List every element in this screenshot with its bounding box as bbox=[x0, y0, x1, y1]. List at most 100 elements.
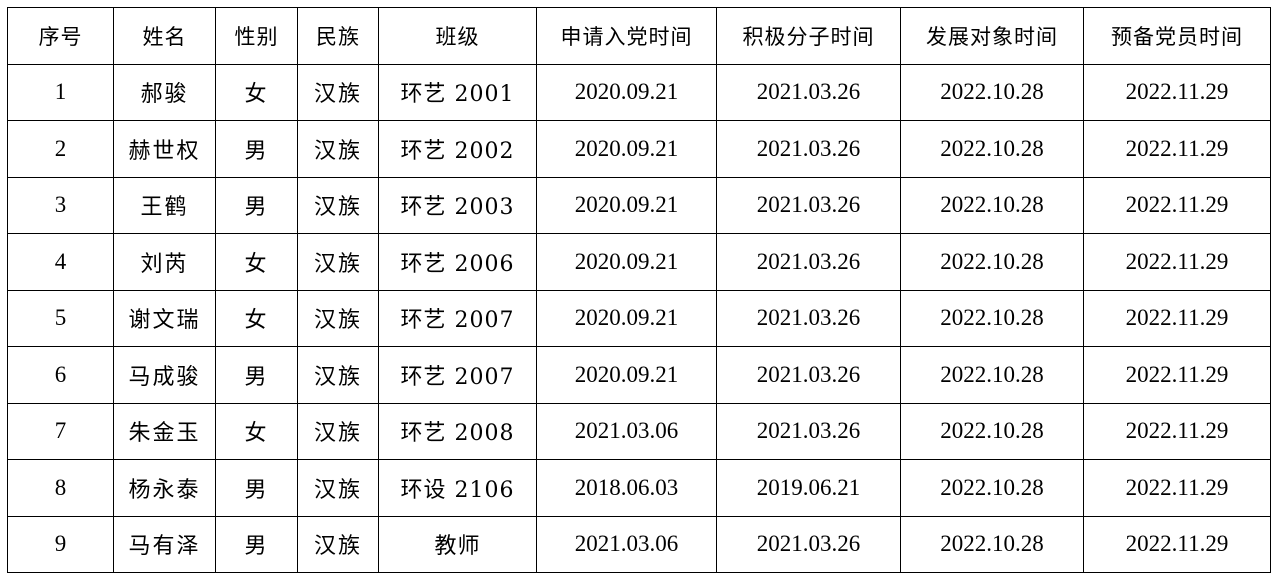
cell-name: 刘芮 bbox=[113, 233, 216, 291]
column-header-seq: 序号 bbox=[7, 7, 114, 65]
cell-ethnic: 汉族 bbox=[297, 515, 379, 573]
column-header-apply-date: 申请入党时间 bbox=[536, 7, 717, 65]
cell-activist-date: 2021.03.26 bbox=[716, 233, 901, 291]
cell-class: 环艺 2008 bbox=[378, 402, 537, 460]
cell-name: 马有泽 bbox=[113, 515, 216, 573]
table-body: 1 郝骏 女 汉族 环艺 2001 2020.09.21 2021.03.26 … bbox=[7, 63, 1271, 573]
cell-class: 教师 bbox=[378, 515, 537, 573]
cell-probationary-date: 2022.11.29 bbox=[1083, 289, 1271, 347]
table-row: 4 刘芮 女 汉族 环艺 2006 2020.09.21 2021.03.26 … bbox=[7, 233, 1271, 291]
cell-name: 杨永泰 bbox=[113, 459, 216, 517]
cell-probationary-date: 2022.11.29 bbox=[1083, 459, 1271, 517]
cell-apply-date: 2018.06.03 bbox=[536, 459, 717, 517]
cell-name: 郝骏 bbox=[113, 63, 216, 121]
cell-apply-date: 2021.03.06 bbox=[536, 402, 717, 460]
table-row: 9 马有泽 男 汉族 教师 2021.03.06 2021.03.26 2022… bbox=[7, 515, 1271, 573]
table-header-row: 序号 姓名 性别 民族 班级 申请入党时间 积极分子时间 发展对象时间 预备党员… bbox=[7, 7, 1271, 65]
cell-activist-date: 2021.03.26 bbox=[716, 402, 901, 460]
column-header-activist-date: 积极分子时间 bbox=[716, 7, 901, 65]
cell-ethnic: 汉族 bbox=[297, 459, 379, 517]
cell-ethnic: 汉族 bbox=[297, 176, 379, 234]
cell-activist-date: 2021.03.26 bbox=[716, 176, 901, 234]
cell-gender: 男 bbox=[215, 515, 298, 573]
table-row: 8 杨永泰 男 汉族 环设 2106 2018.06.03 2019.06.21… bbox=[7, 459, 1271, 517]
cell-class: 环艺 2002 bbox=[378, 120, 537, 178]
table-row: 2 赫世权 男 汉族 环艺 2002 2020.09.21 2021.03.26… bbox=[7, 120, 1271, 178]
cell-activist-date: 2019.06.21 bbox=[716, 459, 901, 517]
table-row: 1 郝骏 女 汉族 环艺 2001 2020.09.21 2021.03.26 … bbox=[7, 63, 1271, 121]
cell-gender: 女 bbox=[215, 289, 298, 347]
column-header-ethnic: 民族 bbox=[297, 7, 379, 65]
cell-development-date: 2022.10.28 bbox=[900, 515, 1084, 573]
cell-ethnic: 汉族 bbox=[297, 289, 379, 347]
cell-class: 环设 2106 bbox=[378, 459, 537, 517]
cell-apply-date: 2020.09.21 bbox=[536, 176, 717, 234]
cell-development-date: 2022.10.28 bbox=[900, 120, 1084, 178]
cell-activist-date: 2021.03.26 bbox=[716, 289, 901, 347]
cell-probationary-date: 2022.11.29 bbox=[1083, 120, 1271, 178]
cell-gender: 女 bbox=[215, 63, 298, 121]
cell-activist-date: 2021.03.26 bbox=[716, 63, 901, 121]
cell-seq: 6 bbox=[7, 346, 114, 404]
column-header-class: 班级 bbox=[378, 7, 537, 65]
column-header-probationary-date: 预备党员时间 bbox=[1083, 7, 1271, 65]
table-row: 6 马成骏 男 汉族 环艺 2007 2020.09.21 2021.03.26… bbox=[7, 346, 1271, 404]
cell-seq: 1 bbox=[7, 63, 114, 121]
column-header-name: 姓名 bbox=[113, 7, 216, 65]
cell-gender: 男 bbox=[215, 120, 298, 178]
cell-ethnic: 汉族 bbox=[297, 63, 379, 121]
cell-probationary-date: 2022.11.29 bbox=[1083, 402, 1271, 460]
cell-development-date: 2022.10.28 bbox=[900, 176, 1084, 234]
cell-apply-date: 2020.09.21 bbox=[536, 63, 717, 121]
cell-development-date: 2022.10.28 bbox=[900, 63, 1084, 121]
cell-activist-date: 2021.03.26 bbox=[716, 120, 901, 178]
cell-apply-date: 2020.09.21 bbox=[536, 346, 717, 404]
column-header-gender: 性别 bbox=[215, 7, 298, 65]
cell-ethnic: 汉族 bbox=[297, 346, 379, 404]
cell-name: 谢文瑞 bbox=[113, 289, 216, 347]
column-header-development-date: 发展对象时间 bbox=[900, 7, 1084, 65]
table-header: 序号 姓名 性别 民族 班级 申请入党时间 积极分子时间 发展对象时间 预备党员… bbox=[7, 7, 1271, 65]
cell-apply-date: 2020.09.21 bbox=[536, 233, 717, 291]
cell-probationary-date: 2022.11.29 bbox=[1083, 176, 1271, 234]
cell-development-date: 2022.10.28 bbox=[900, 459, 1084, 517]
cell-development-date: 2022.10.28 bbox=[900, 402, 1084, 460]
cell-seq: 2 bbox=[7, 120, 114, 178]
cell-class: 环艺 2001 bbox=[378, 63, 537, 121]
cell-probationary-date: 2022.11.29 bbox=[1083, 233, 1271, 291]
cell-probationary-date: 2022.11.29 bbox=[1083, 63, 1271, 121]
cell-gender: 男 bbox=[215, 346, 298, 404]
cell-ethnic: 汉族 bbox=[297, 233, 379, 291]
cell-gender: 女 bbox=[215, 233, 298, 291]
cell-development-date: 2022.10.28 bbox=[900, 233, 1084, 291]
cell-probationary-date: 2022.11.29 bbox=[1083, 515, 1271, 573]
cell-seq: 4 bbox=[7, 233, 114, 291]
cell-apply-date: 2021.03.06 bbox=[536, 515, 717, 573]
cell-seq: 3 bbox=[7, 176, 114, 234]
cell-seq: 7 bbox=[7, 402, 114, 460]
cell-name: 马成骏 bbox=[113, 346, 216, 404]
cell-name: 王鹤 bbox=[113, 176, 216, 234]
cell-class: 环艺 2003 bbox=[378, 176, 537, 234]
table-row: 5 谢文瑞 女 汉族 环艺 2007 2020.09.21 2021.03.26… bbox=[7, 289, 1271, 347]
table-row: 3 王鹤 男 汉族 环艺 2003 2020.09.21 2021.03.26 … bbox=[7, 176, 1271, 234]
cell-name: 朱金玉 bbox=[113, 402, 216, 460]
cell-gender: 女 bbox=[215, 402, 298, 460]
cell-development-date: 2022.10.28 bbox=[900, 289, 1084, 347]
cell-name: 赫世权 bbox=[113, 120, 216, 178]
cell-development-date: 2022.10.28 bbox=[900, 346, 1084, 404]
cell-apply-date: 2020.09.21 bbox=[536, 120, 717, 178]
cell-apply-date: 2020.09.21 bbox=[536, 289, 717, 347]
cell-ethnic: 汉族 bbox=[297, 120, 379, 178]
cell-gender: 男 bbox=[215, 176, 298, 234]
cell-activist-date: 2021.03.26 bbox=[716, 346, 901, 404]
cell-seq: 9 bbox=[7, 515, 114, 573]
cell-seq: 8 bbox=[7, 459, 114, 517]
cell-gender: 男 bbox=[215, 459, 298, 517]
cell-class: 环艺 2006 bbox=[378, 233, 537, 291]
cell-probationary-date: 2022.11.29 bbox=[1083, 346, 1271, 404]
cell-class: 环艺 2007 bbox=[378, 346, 537, 404]
cell-ethnic: 汉族 bbox=[297, 402, 379, 460]
cell-activist-date: 2021.03.26 bbox=[716, 515, 901, 573]
